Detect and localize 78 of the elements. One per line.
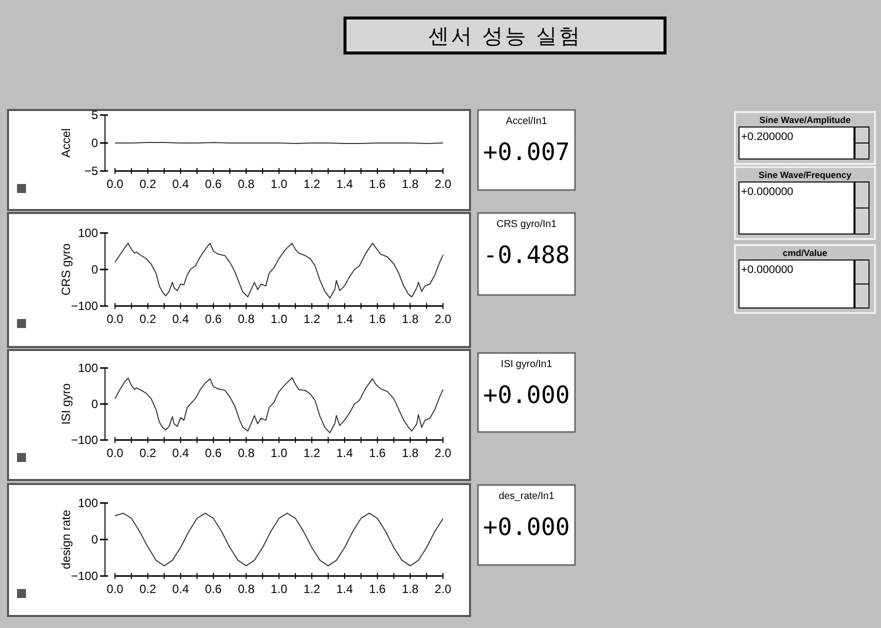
x-tick-label: 0.6 — [205, 177, 222, 191]
text: +0.000 — [483, 513, 570, 541]
x-tick-label: 0.8 — [238, 177, 255, 191]
x-tick-label: 1.4 — [336, 177, 354, 191]
x-tick-label: 1.8 — [402, 177, 419, 191]
y-tick-label: 0 — [91, 136, 98, 150]
y-axis-title: Accel — [59, 128, 73, 158]
y-tick-label: −100 — [70, 569, 98, 583]
x-tick-label: 2.0 — [434, 177, 452, 191]
x-tick-label: 0.2 — [139, 177, 156, 191]
text: Accel/In1 — [506, 116, 548, 127]
x-tick-label: 1.0 — [270, 312, 288, 326]
line-series — [114, 242, 444, 298]
x-tick-label: 0.6 — [205, 312, 222, 326]
x-tick-label: 0.8 — [238, 446, 255, 460]
x-tick-label: 0.0 — [106, 582, 124, 596]
y-tick-label: 100 — [78, 361, 98, 375]
y-axis-title: design rate — [59, 509, 73, 570]
x-tick-label: 1.8 — [402, 312, 419, 326]
x-tick-label: 0.6 — [205, 582, 222, 596]
x-tick-label: 0.4 — [172, 582, 190, 596]
y-tick-label: −5 — [84, 164, 98, 178]
y-tick-label: 0 — [91, 262, 98, 276]
x-tick-label: 1.8 — [402, 446, 419, 460]
x-tick-label: 0.4 — [172, 177, 190, 191]
x-tick-label: 1.2 — [303, 312, 320, 326]
x-tick-label: 1.2 — [303, 446, 320, 460]
x-tick-label: 0.4 — [172, 312, 190, 326]
text: +0.200000 — [741, 131, 794, 143]
text: ISI gyro/In1 — [500, 359, 553, 370]
y-tick-label: −100 — [70, 433, 98, 447]
x-tick-label: 1.0 — [270, 177, 288, 191]
text: Sine Wave/Amplitude — [759, 115, 851, 125]
y-tick-label: 0 — [91, 532, 98, 546]
x-tick-label: 1.2 — [303, 582, 320, 596]
text: cmd/Value — [782, 248, 828, 258]
x-tick-label: 0.8 — [238, 312, 255, 326]
line-series — [114, 377, 444, 434]
y-tick-label: −100 — [70, 299, 98, 313]
text: des_rate/In1 — [498, 491, 555, 502]
text: 센서 성능 실험 — [428, 25, 582, 48]
x-tick-label: 1.8 — [402, 582, 419, 596]
x-tick-label: 1.0 — [270, 446, 288, 460]
x-tick-label: 0.6 — [205, 446, 222, 460]
x-tick-label: 0.0 — [106, 177, 124, 191]
x-tick-label: 0.2 — [139, 312, 156, 326]
x-tick-label: 1.0 — [270, 582, 288, 596]
y-axis-title: ISI gyro — [59, 383, 73, 425]
y-tick-label: 100 — [78, 226, 98, 240]
line-series — [114, 512, 444, 566]
x-tick-label: 1.6 — [369, 177, 386, 191]
text: +0.000000 — [741, 186, 794, 198]
text: CRS gyro/In1 — [496, 219, 557, 230]
x-tick-label: 0.8 — [238, 582, 255, 596]
x-tick-label: 0.2 — [139, 446, 156, 460]
x-tick-label: 0.0 — [106, 446, 124, 460]
y-axis-title: CRS gyro — [59, 243, 73, 296]
x-tick-label: 2.0 — [434, 446, 452, 460]
text: -0.488 — [483, 241, 570, 269]
x-tick-label: 1.4 — [336, 312, 354, 326]
x-tick-label: 1.6 — [369, 312, 386, 326]
x-tick-label: 0.2 — [139, 582, 156, 596]
x-tick-label: 1.6 — [369, 446, 386, 460]
text: +0.000000 — [741, 264, 794, 276]
y-tick-label: 5 — [91, 108, 98, 122]
text: +0.000 — [483, 381, 570, 409]
x-tick-label: 1.6 — [369, 582, 386, 596]
x-tick-label: 0.4 — [172, 446, 190, 460]
x-tick-label: 2.0 — [434, 312, 452, 326]
y-tick-label: 0 — [91, 397, 98, 411]
x-tick-label: 1.4 — [336, 582, 354, 596]
x-tick-label: 1.4 — [336, 446, 354, 460]
x-tick-label: 0.0 — [106, 312, 124, 326]
x-tick-label: 1.2 — [303, 177, 320, 191]
text: +0.007 — [483, 138, 570, 166]
y-tick-label: 100 — [78, 496, 98, 510]
text: Sine Wave/Frequency — [758, 170, 852, 180]
x-tick-label: 2.0 — [434, 582, 452, 596]
